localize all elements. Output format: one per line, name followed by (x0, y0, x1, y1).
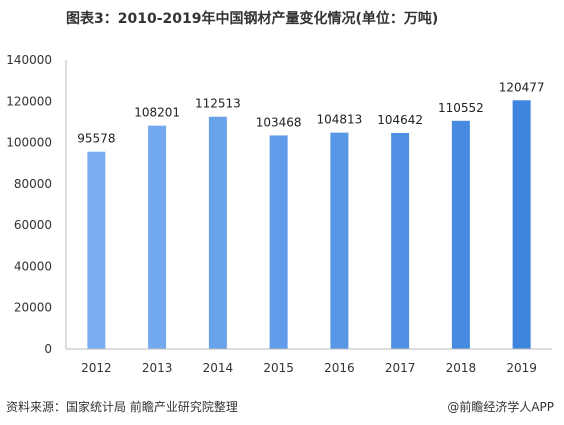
y-axis: 0 20000 40000 60000 80000 100000 120000 140000 (6, 53, 67, 356)
data-label-2013: 108201 (134, 106, 180, 120)
data-label-2018: 110552 (438, 101, 484, 115)
bar-2019 (512, 100, 531, 349)
data-label-2014: 112513 (195, 97, 241, 111)
x-tick-label-2018: 2018 (446, 361, 477, 375)
bar-2015 (269, 135, 288, 349)
x-tick-label-2016: 2016 (324, 361, 355, 375)
data-label-2016: 104813 (316, 113, 362, 127)
y-tick-label: 100000 (6, 136, 52, 150)
x-tick-label-2017: 2017 (385, 361, 416, 375)
y-tick-label: 140000 (6, 53, 52, 67)
y-tick-label: 120000 (6, 94, 52, 108)
data-label-2015: 103468 (256, 115, 302, 129)
bar-2017 (391, 132, 410, 349)
data-label-2012: 95578 (77, 132, 115, 146)
x-tick-label-2019: 2019 (506, 361, 537, 375)
x-tick-label-2014: 2014 (203, 361, 234, 375)
x-tick-label-2015: 2015 (263, 361, 294, 375)
bar-2013 (148, 125, 167, 350)
y-tick-label: 0 (44, 342, 52, 356)
y-tick-label: 80000 (14, 177, 52, 191)
bar-2014 (208, 116, 227, 349)
data-label-2017: 104642 (377, 113, 423, 127)
chart-title: 图表3：2010-2019年中国钢材产量变化情况(单位：万吨) (66, 11, 439, 27)
x-tick-label-2013: 2013 (142, 361, 173, 375)
y-tick-label: 20000 (14, 301, 52, 315)
data-label-2019: 120477 (499, 80, 545, 94)
bar-2016 (330, 132, 349, 349)
bars: 95578 108201 112513 103468 104813 104642 11055… (77, 80, 545, 350)
x-tick-label-2012: 2012 (81, 361, 112, 375)
x-axis: 2012 2013 2014 2015 2016 2017 2018 2019 (66, 348, 552, 375)
brand-credit: @前瞻经济学人APP (447, 400, 554, 414)
bar-2012 (87, 151, 106, 349)
source-note: 资料来源：国家统计局 前瞻产业研究院整理 (6, 400, 238, 414)
bar-2018 (451, 120, 470, 349)
y-tick-label: 40000 (14, 259, 52, 273)
y-tick-label: 60000 (14, 218, 52, 232)
